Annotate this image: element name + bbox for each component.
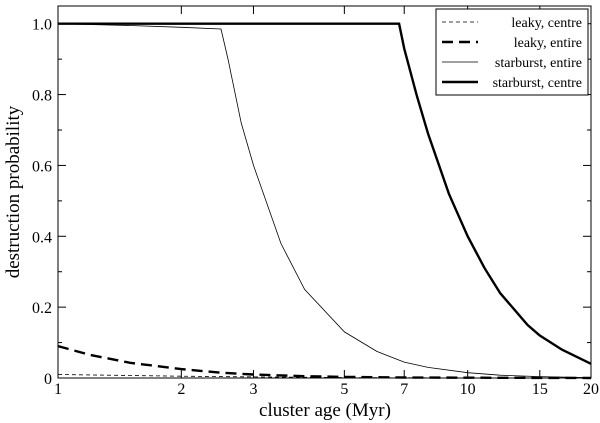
x-axis: 1 2 3 5 7 10 15 20 — [54, 6, 599, 398]
x-tick-label: 7 — [400, 381, 408, 398]
legend-box — [435, 8, 589, 96]
y-axis-label: destruction probability — [3, 105, 24, 278]
x-tick-label: 5 — [340, 381, 348, 398]
y-tick-label: 0.6 — [32, 158, 52, 175]
series-line-2 — [57, 344, 592, 380]
series-layer — [57, 22, 592, 380]
y-tick-label: 0.8 — [32, 88, 52, 105]
x-tick-label: 3 — [249, 381, 257, 398]
legend-label: starburst, centre — [493, 76, 582, 91]
y-tick-label: 0 — [44, 371, 52, 388]
x-axis-label: cluster age (Myr) — [259, 400, 391, 421]
y-tick-label: 1.0 — [32, 17, 52, 34]
series-line-3 — [57, 23, 592, 378]
x-tick-label: 20 — [583, 381, 599, 398]
y-tick-label: 0.4 — [32, 229, 52, 246]
x-tick-label: 2 — [177, 381, 185, 398]
legend-label: leaky, centre — [511, 16, 582, 31]
series-line-4 — [58, 22, 592, 365]
legend-label: leaky, entire — [514, 36, 582, 51]
x-tick-label: 15 — [532, 381, 548, 398]
legend-label: starburst, entire — [495, 56, 582, 71]
legend: leaky, centre leaky, entire starburst, ent… — [435, 8, 589, 96]
y-tick-label: 0.2 — [32, 300, 52, 317]
x-tick-label: 10 — [460, 381, 476, 398]
x-tick-label: 1 — [54, 381, 62, 398]
